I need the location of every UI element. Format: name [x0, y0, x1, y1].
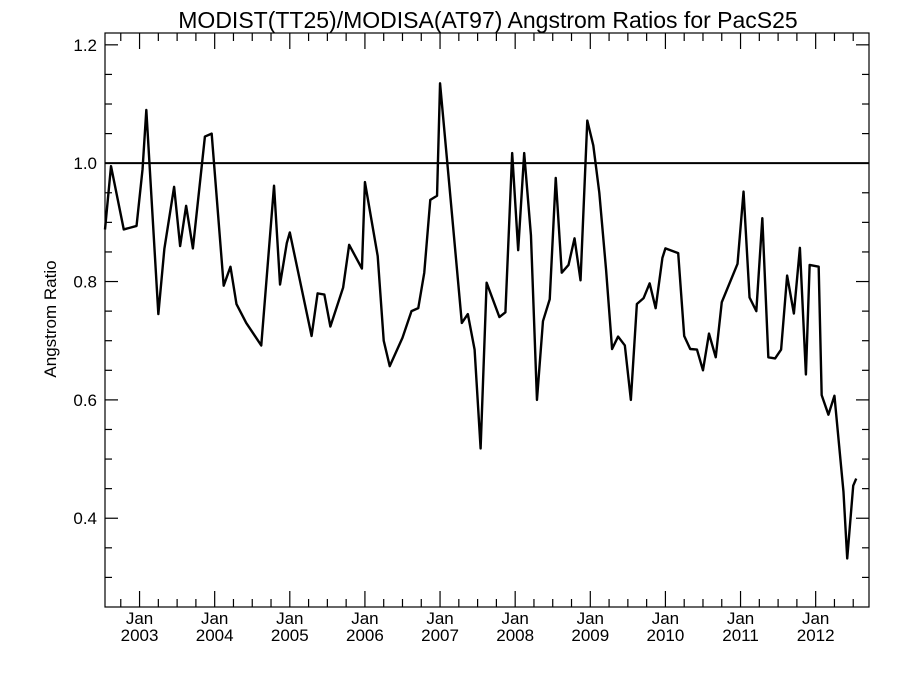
chart-title: MODIST(TT25)/MODISA(AT97) Angstrom Ratio… [178, 7, 797, 33]
x-tick-year-label: 2005 [271, 626, 309, 645]
x-tick-year-label: 2006 [346, 626, 384, 645]
x-tick-month-label: Jan [201, 609, 228, 628]
x-tick-month-label: Jan [276, 609, 303, 628]
x-tick-year-label: 2012 [797, 626, 835, 645]
y-tick-label: 1.2 [73, 36, 97, 55]
y-tick-label: 0.8 [73, 273, 97, 292]
x-tick-month-label: Jan [426, 609, 453, 628]
x-tick-year-label: 2007 [421, 626, 459, 645]
x-tick-year-label: 2010 [647, 626, 685, 645]
x-tick-year-label: 2003 [121, 626, 159, 645]
x-tick-month-label: Jan [577, 609, 604, 628]
series-line [103, 82, 858, 560]
x-tick-year-label: 2009 [571, 626, 609, 645]
x-tick-year-label: 2008 [496, 626, 534, 645]
y-tick-label: 1.0 [73, 154, 97, 173]
x-tick-month-label: Jan [351, 609, 378, 628]
x-tick-year-label: 2011 [722, 626, 759, 645]
x-tick-month-label: Jan [727, 609, 754, 628]
axis-tick-labels: 0.40.60.81.01.2Jan2003Jan2004Jan2005Jan2… [73, 36, 834, 645]
x-tick-month-label: Jan [652, 609, 679, 628]
y-tick-label: 0.4 [73, 509, 97, 528]
x-tick-month-label: Jan [126, 609, 153, 628]
x-tick-month-label: Jan [802, 609, 829, 628]
axis-ticks [105, 33, 869, 607]
x-tick-month-label: Jan [501, 609, 528, 628]
x-tick-year-label: 2004 [196, 626, 234, 645]
y-axis-label: Angstrom Ratio [41, 260, 60, 377]
y-tick-label: 0.6 [73, 391, 97, 410]
plot-frame [104, 32, 870, 608]
